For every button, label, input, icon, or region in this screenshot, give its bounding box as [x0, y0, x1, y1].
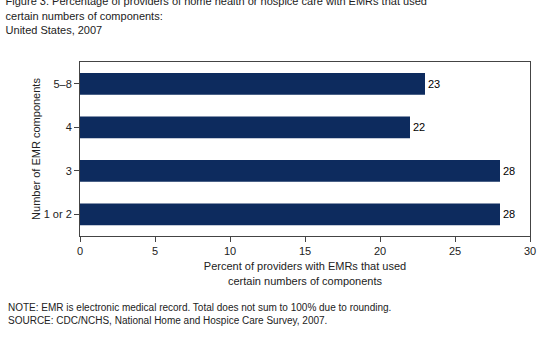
svg-text:1 or 2: 1 or 2: [44, 208, 72, 220]
svg-text:25: 25: [449, 245, 461, 257]
svg-text:0: 0: [77, 245, 83, 257]
svg-text:Percent of providers with EMRs: Percent of providers with EMRs that used…: [204, 260, 406, 286]
svg-text:4: 4: [66, 121, 72, 133]
svg-text:5: 5: [152, 245, 158, 257]
svg-text:Number of EMR components: Number of EMR components: [30, 78, 42, 220]
svg-text:23: 23: [428, 78, 440, 90]
svg-text:28: 28: [503, 165, 515, 177]
svg-text:28: 28: [503, 208, 515, 220]
svg-text:3: 3: [66, 165, 72, 177]
svg-text:20: 20: [374, 245, 386, 257]
svg-text:22: 22: [413, 121, 425, 133]
svg-text:Figure 3. Percentage of provid: Figure 3. Percentage of providers of hom…: [6, 0, 427, 36]
svg-text:15: 15: [299, 245, 311, 257]
svg-text:10: 10: [224, 245, 236, 257]
svg-text:30: 30: [524, 245, 536, 257]
svg-text:5–8: 5–8: [53, 78, 71, 90]
svg-text:NOTE: EMR is electronic medica: NOTE: EMR is electronic medical record. …: [8, 302, 391, 326]
